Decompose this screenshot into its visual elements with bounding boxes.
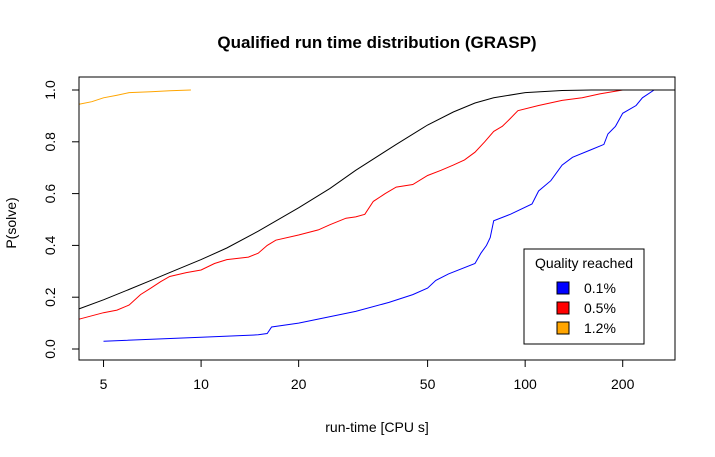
x-axis-label: run-time [CPU s]	[325, 419, 428, 435]
y-tick-label: 0.6	[42, 184, 58, 204]
y-axis: 0.0 0.2 0.4 0.6 0.8 1.0	[42, 80, 80, 359]
legend-box	[523, 248, 645, 345]
legend-label: 0.5%	[584, 300, 616, 316]
x-tick-label: 50	[420, 376, 436, 392]
x-tick-label: 100	[513, 376, 537, 392]
legend-swatch	[556, 301, 570, 315]
series-line-1-2	[78, 89, 191, 105]
y-tick-label: 0.4	[42, 235, 58, 255]
legend-label: 1.2%	[584, 320, 616, 336]
legend-title: Quality reached	[535, 255, 633, 271]
series-layer	[78, 89, 675, 342]
y-tick-label: 0.0	[42, 339, 58, 359]
y-axis-label: P(solve)	[3, 197, 19, 248]
y-tick-label: 1.0	[42, 80, 58, 100]
chart-title: Qualified run time distribution (GRASP)	[217, 33, 536, 52]
x-tick-label: 20	[291, 376, 307, 392]
y-tick-label: 0.8	[42, 132, 58, 152]
series-line-0-5	[78, 89, 623, 320]
x-tick-label: 200	[611, 376, 635, 392]
legend-label: 0.1%	[584, 280, 616, 296]
legend-swatch	[556, 281, 570, 295]
series-line-fit-3	[78, 89, 675, 310]
series-line-0-1	[103, 89, 655, 342]
legend-swatch	[556, 321, 570, 335]
x-axis: 5 10 20 50 100 200	[100, 359, 635, 392]
x-tick-label: 5	[100, 376, 108, 392]
legend: Quality reached 0.1% 0.5% 1.2%	[523, 248, 645, 345]
legend-entries: 0.1% 0.5% 1.2%	[556, 280, 616, 336]
x-tick-label: 10	[193, 376, 209, 392]
y-tick-label: 0.2	[42, 287, 58, 307]
